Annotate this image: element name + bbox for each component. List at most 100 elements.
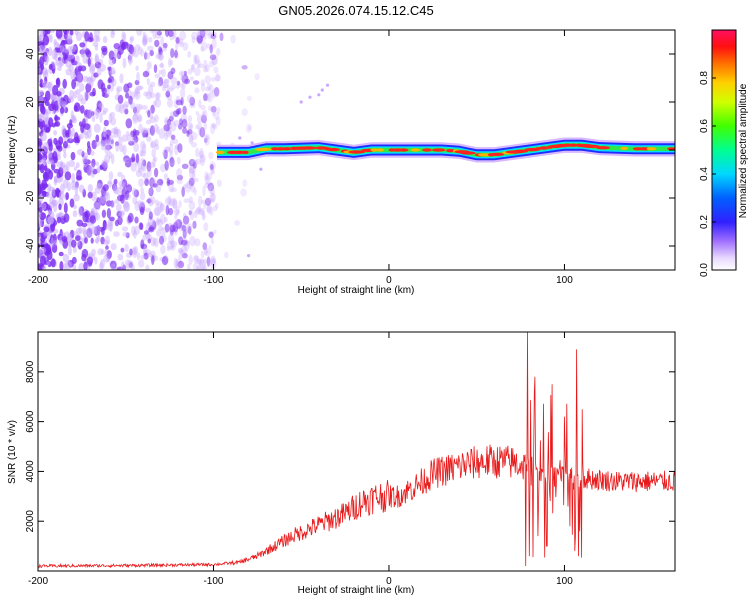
noise-blob bbox=[79, 49, 86, 55]
noise-blob bbox=[95, 134, 100, 143]
noise-blob bbox=[97, 79, 104, 90]
noise-blob bbox=[73, 136, 80, 144]
noise-blob bbox=[194, 54, 198, 64]
noise-blob bbox=[54, 114, 58, 122]
noise-blob bbox=[173, 120, 180, 127]
noise-blob bbox=[198, 150, 204, 159]
noise-blob bbox=[131, 225, 136, 236]
noise-blob bbox=[165, 204, 170, 216]
noise-blob bbox=[170, 187, 177, 193]
noise-blob bbox=[204, 138, 208, 143]
noise-blob bbox=[149, 161, 155, 169]
top-ylabel: Frequency (Hz) bbox=[7, 116, 18, 185]
noise-blob bbox=[182, 227, 188, 236]
noise-blob bbox=[86, 77, 93, 82]
noise-blob bbox=[177, 143, 183, 153]
noise-blob bbox=[105, 245, 109, 250]
noise-blob bbox=[146, 222, 151, 227]
noise-blob bbox=[47, 81, 53, 92]
noise-blob bbox=[97, 248, 103, 256]
noise-blob bbox=[116, 51, 122, 60]
noise-blob bbox=[176, 80, 181, 86]
noise-blob bbox=[127, 133, 134, 144]
noise-blob bbox=[87, 226, 93, 238]
noise-blob bbox=[176, 178, 183, 185]
noise-blob bbox=[79, 42, 86, 48]
noise-blob bbox=[112, 183, 118, 192]
y-tick-label: 40 bbox=[25, 48, 36, 60]
noise-blob bbox=[204, 30, 211, 36]
colorbar-tick-label: 0.2 bbox=[699, 215, 710, 229]
signal-peak bbox=[490, 152, 505, 156]
noise-blob bbox=[97, 199, 101, 211]
noise-blob bbox=[96, 67, 102, 76]
noise-blob bbox=[116, 266, 124, 270]
noise-blob bbox=[148, 36, 153, 43]
signal-peak bbox=[326, 148, 340, 152]
noise-blob bbox=[67, 246, 72, 256]
noise-blob bbox=[38, 263, 44, 268]
noise-blob bbox=[123, 155, 130, 162]
noise-blob bbox=[74, 181, 79, 188]
noise-blob bbox=[66, 181, 72, 192]
noise-blob bbox=[107, 66, 112, 72]
noise-blob bbox=[78, 206, 83, 217]
noise-blob bbox=[199, 155, 205, 167]
noise-blob bbox=[101, 47, 108, 56]
noise-blob bbox=[99, 112, 103, 123]
noise-blob bbox=[73, 194, 80, 202]
noise-blob bbox=[123, 83, 130, 93]
noise-blob bbox=[78, 226, 84, 234]
noise-blob bbox=[168, 143, 174, 155]
signal-peak bbox=[376, 148, 385, 152]
snr-series-line bbox=[38, 332, 675, 569]
noise-blob bbox=[54, 240, 58, 246]
noise-blob bbox=[204, 171, 209, 181]
noise-blob bbox=[168, 207, 174, 216]
noise-blob bbox=[73, 90, 78, 99]
noise-blob bbox=[158, 53, 164, 62]
noise-blob bbox=[113, 183, 117, 194]
noise-blob bbox=[148, 187, 153, 196]
noise-blob bbox=[172, 199, 178, 210]
noise-blob bbox=[190, 184, 196, 193]
noise-blob bbox=[193, 255, 199, 265]
noise-blob bbox=[210, 77, 216, 82]
noise-blob bbox=[75, 235, 81, 242]
noise-blob bbox=[65, 260, 72, 270]
noise-blob bbox=[158, 46, 163, 53]
noise-blob bbox=[108, 50, 115, 60]
noise-blob bbox=[187, 122, 193, 130]
noise-blob bbox=[188, 225, 192, 235]
signal-peak bbox=[568, 143, 578, 147]
noise-blob bbox=[107, 78, 112, 84]
noise-blob bbox=[198, 208, 205, 216]
noise-blob bbox=[154, 114, 159, 123]
noise-blob bbox=[107, 179, 113, 185]
y-tick-label: 6000 bbox=[25, 410, 36, 433]
noise-blob bbox=[167, 57, 172, 68]
noise-blob bbox=[154, 39, 160, 48]
noise-blob bbox=[101, 161, 108, 172]
noise-blob bbox=[210, 31, 218, 41]
noise-blob bbox=[167, 30, 174, 37]
y-tick-label: 0 bbox=[25, 147, 36, 153]
noise-blob bbox=[121, 187, 127, 198]
noise-blob bbox=[129, 157, 136, 163]
noise-blob bbox=[105, 200, 113, 207]
noise-blob bbox=[213, 229, 217, 235]
noise-blob bbox=[210, 187, 215, 197]
noise-blob bbox=[192, 80, 200, 85]
noise-blob bbox=[50, 30, 55, 33]
x-tick-label: -100 bbox=[203, 275, 223, 286]
noise-blob bbox=[197, 35, 203, 45]
noise-blob bbox=[259, 167, 263, 171]
noise-blob bbox=[207, 32, 214, 40]
noise-blob bbox=[201, 110, 206, 120]
noise-blob bbox=[134, 200, 140, 212]
noise-blob bbox=[153, 183, 158, 188]
noise-blob bbox=[99, 165, 104, 171]
noise-blob bbox=[186, 223, 193, 234]
noise-blob bbox=[86, 141, 91, 148]
noise-blob bbox=[209, 161, 216, 171]
